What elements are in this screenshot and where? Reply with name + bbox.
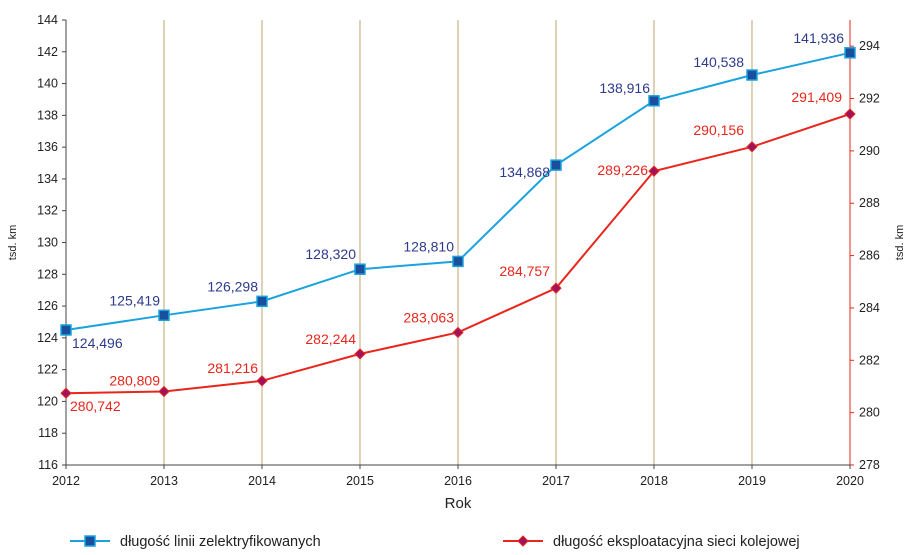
left-tick-label-140: 140: [37, 77, 58, 91]
data-point-1-2019: [746, 69, 758, 81]
data-label-2-2018: 289,226: [597, 162, 648, 178]
data-point-1-2012: [60, 324, 72, 336]
data-label-1-2019: 140,538: [693, 54, 744, 70]
series-layer: 124,496 125,419 126,298 128,320 128,810 134,8…: [60, 30, 856, 414]
data-point-2-2017: [550, 282, 562, 294]
data-point-1-2018: [648, 95, 660, 107]
legend-label-1: długość linii zelektryfikowanych: [120, 534, 321, 550]
right-tick-label-288: 288: [859, 196, 880, 210]
left-tick-label-126: 126: [37, 299, 58, 313]
x-axis-ticks: 2012 2013 2014 2015 2016 2017 2018 2019 2020: [52, 465, 864, 488]
x-tick-label-2017: 2017: [542, 474, 570, 488]
x-tick-label-2014: 2014: [248, 474, 276, 488]
data-point-1-2017: [550, 159, 562, 171]
data-point-1-2013: [158, 309, 170, 322]
x-tick-label-2012: 2012: [52, 474, 80, 488]
x-tick-label-2015: 2015: [346, 474, 374, 488]
vertical-gridlines: [163, 20, 753, 465]
right-tick-label-286: 286: [859, 249, 880, 263]
right-tick-label-282: 282: [859, 353, 880, 367]
left-tick-label-138: 138: [37, 108, 58, 122]
data-label-2-2019: 290,156: [693, 122, 744, 138]
left-tick-label-130: 130: [37, 236, 58, 250]
x-tick-label-2019: 2019: [738, 474, 766, 488]
left-tick-label-132: 132: [37, 204, 58, 218]
data-label-1-2018: 138,916: [599, 80, 650, 96]
legend-item-2: długość eksploatacyjna sieci kolejowej: [503, 534, 800, 550]
data-point-1-2014: [256, 295, 268, 308]
data-point-2-2018: [648, 165, 660, 177]
legend-label-2: długość eksploatacyjna sieci kolejowej: [553, 534, 800, 550]
data-point-2-2012: [60, 387, 72, 399]
x-tick-label-2013: 2013: [150, 474, 178, 488]
data-label-2-2020: 291,409: [791, 89, 842, 105]
left-tick-label-142: 142: [37, 45, 58, 59]
x-axis-title: Rok: [445, 495, 472, 512]
x-tick-label-2018: 2018: [640, 474, 668, 488]
data-label-2-2012: 280,742: [70, 398, 121, 414]
series-1: 124,496 125,419 126,298 128,320 128,810 134,8…: [60, 30, 856, 351]
data-label-2-2014: 281,216: [207, 360, 258, 376]
x-tick-label-2016: 2016: [444, 474, 472, 488]
right-tick-label-290: 290: [859, 144, 880, 158]
data-point-2-2020: [844, 108, 856, 120]
data-label-1-2017: 134,868: [499, 164, 550, 180]
left-tick-label-116: 116: [38, 458, 58, 472]
legend-marker-1: [84, 535, 96, 547]
right-y-ticks: 278 280 282 284 286 288 290 292 294: [850, 39, 880, 472]
data-label-1-2013: 125,419: [109, 292, 160, 308]
left-tick-label-136: 136: [37, 140, 58, 154]
left-tick-label-124: 124: [37, 331, 58, 345]
data-label-1-2014: 126,298: [207, 278, 258, 294]
data-label-2-2013: 280,809: [109, 372, 160, 388]
data-label-1-2012: 124,496: [72, 335, 123, 351]
right-tick-label-294: 294: [859, 39, 880, 53]
data-point-1-2020: [844, 47, 856, 59]
data-point-2-2016: [452, 326, 464, 339]
left-axis-title: tsd. km: [7, 225, 19, 260]
left-tick-label-128: 128: [37, 267, 58, 281]
right-tick-label-278: 278: [859, 458, 880, 472]
data-point-1-2015: [354, 263, 366, 275]
left-tick-label-122: 122: [37, 363, 58, 377]
x-tick-label-2020: 2020: [836, 474, 864, 488]
legend-marker-2: [517, 535, 529, 547]
data-label-2-2017: 284,757: [499, 263, 550, 279]
data-label-1-2020: 141,936: [793, 30, 844, 46]
series-2: 280,742 280,809 281,216 282,244 283,063 284,7…: [60, 89, 856, 414]
right-tick-label-284: 284: [859, 301, 880, 315]
right-tick-label-280: 280: [859, 406, 880, 420]
left-tick-label-134: 134: [37, 172, 58, 186]
data-label-1-2016: 128,810: [403, 238, 454, 254]
legend: długość linii zelektryfikowanych długość …: [70, 534, 800, 550]
data-point-2-2013: [158, 385, 170, 398]
data-point-2-2015: [354, 348, 366, 360]
data-label-1-2015: 128,320: [305, 246, 356, 262]
left-y-ticks: 116 118 120 122 124 126 128 130 132 134 136 138 140 1…: [37, 13, 66, 472]
right-tick-label-292: 292: [859, 92, 880, 106]
data-point-2-2019: [746, 141, 758, 153]
left-tick-label-118: 118: [38, 426, 58, 440]
right-axis-title: tsd. km: [894, 225, 906, 260]
left-tick-label-120: 120: [37, 394, 58, 408]
data-point-1-2016: [452, 255, 464, 268]
legend-item-1: długość linii zelektryfikowanych: [70, 534, 321, 550]
data-label-2-2016: 283,063: [403, 309, 454, 325]
left-tick-label-144: 144: [37, 13, 58, 27]
data-point-2-2014: [256, 375, 268, 387]
data-label-2-2015: 282,244: [305, 331, 356, 347]
